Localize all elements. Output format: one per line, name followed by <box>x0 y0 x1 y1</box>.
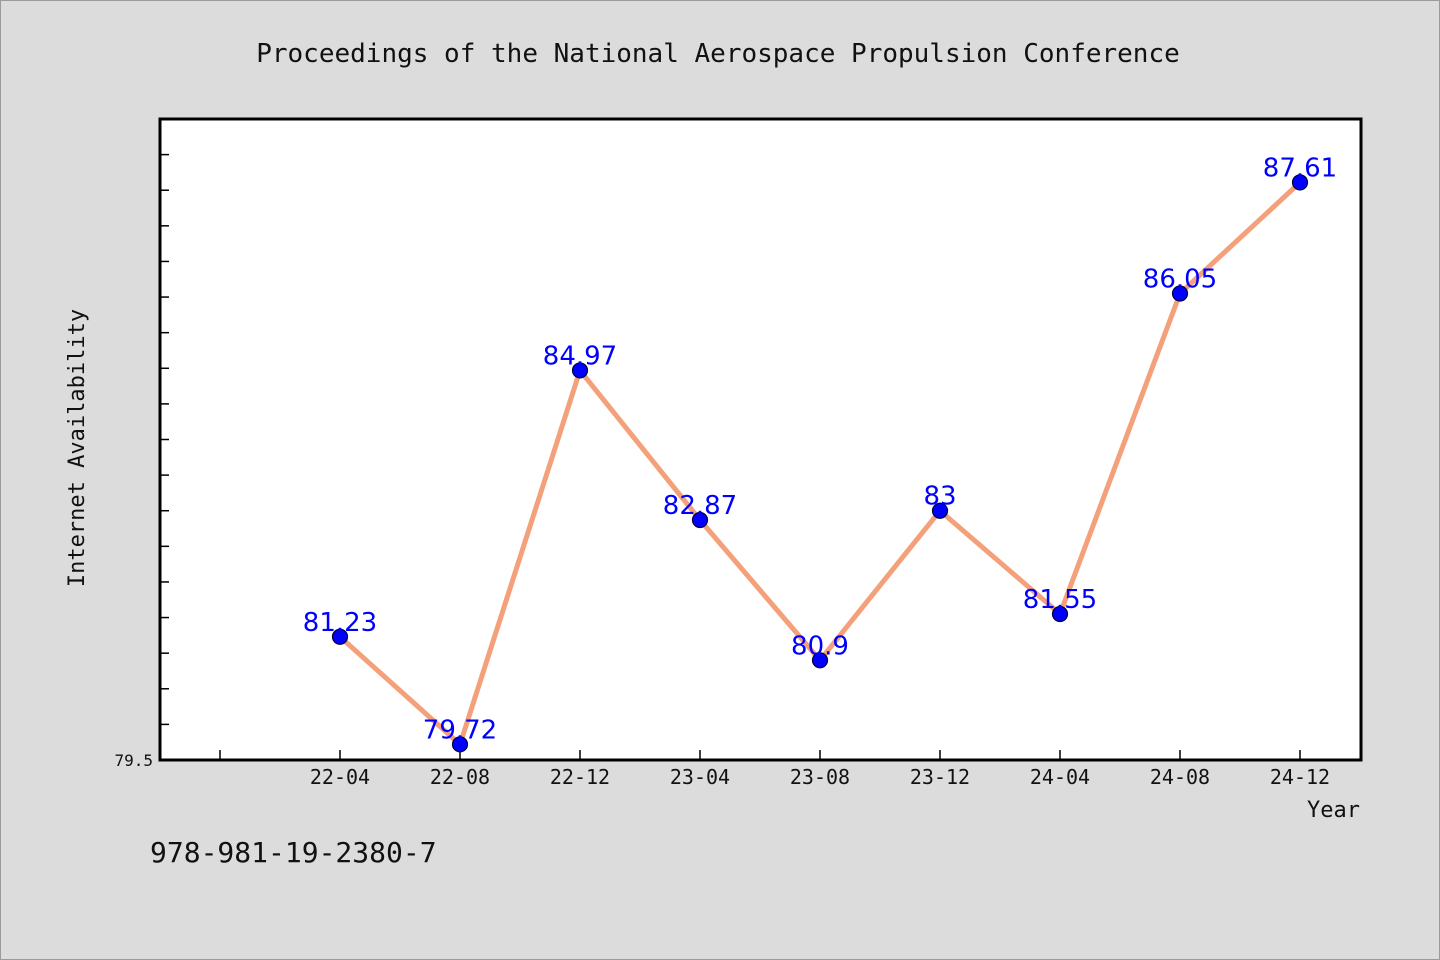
y-axis-title: Internet Availability <box>65 309 90 587</box>
data-value-label: 81.55 <box>1023 585 1097 615</box>
x-tick-label: 23-08 <box>790 765 850 789</box>
data-point-marker <box>931 502 949 519</box>
data-labels: 81.23 79.72 84.97 82.87 80.9 83 81.55 86.05 87.6… <box>303 153 1337 745</box>
data-value-label: 80.9 <box>791 631 849 661</box>
x-tick-label: 24-04 <box>1030 765 1090 789</box>
data-point-marker <box>1171 285 1189 302</box>
data-point-marker <box>1291 174 1309 191</box>
x-tick-label: 22-08 <box>430 765 490 789</box>
data-point-marker <box>331 628 349 645</box>
y-axis-ticks <box>160 118 169 761</box>
data-value-label: 84.97 <box>543 341 617 371</box>
series-markers <box>331 174 1309 753</box>
data-point-marker <box>571 362 589 379</box>
chart-title: Proceedings of the National Aerospace Pr… <box>256 39 1180 69</box>
data-value-label: 86.05 <box>1143 264 1217 294</box>
x-tick-label: 22-04 <box>310 765 370 789</box>
data-point-marker <box>1051 605 1069 623</box>
data-point-marker <box>691 511 709 529</box>
data-value-label: 82.87 <box>663 491 737 521</box>
y-axis-min-label: 79.5 <box>114 751 153 770</box>
data-value-label: 83 <box>923 482 956 512</box>
x-tick-label: 23-04 <box>670 765 730 789</box>
data-point-marker <box>451 736 469 753</box>
data-value-label: 81.23 <box>303 608 377 638</box>
x-tick-label: 24-08 <box>1150 765 1210 789</box>
x-tick-label: 22-12 <box>550 765 610 789</box>
data-point-marker <box>811 652 829 669</box>
data-value-label: 87.61 <box>1263 153 1337 183</box>
isbn-text: 978-981-19-2380-7 <box>150 836 437 869</box>
x-tick-labels: 22-04 22-08 22-12 23-04 23-08 23-12 24-04 24-08… <box>310 765 1330 789</box>
plot-area <box>158 117 1363 762</box>
data-value-label: 79.72 <box>423 715 497 745</box>
x-axis-title: Year <box>1307 798 1360 823</box>
x-tick-label: 23-12 <box>910 765 970 789</box>
x-tick-label: 24-12 <box>1270 765 1330 789</box>
